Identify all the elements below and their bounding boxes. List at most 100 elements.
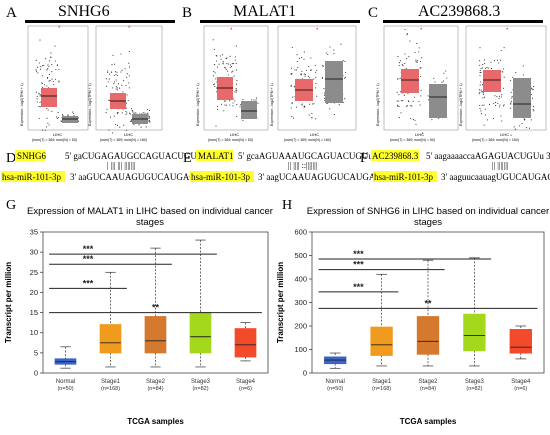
y-tick-label: 15 <box>30 308 38 317</box>
box-normal <box>241 101 257 119</box>
scatter-point <box>221 103 223 105</box>
scatter-point <box>420 89 422 92</box>
scatter-point <box>532 106 534 108</box>
scatter-point <box>489 104 491 106</box>
scatter-point <box>290 84 292 86</box>
tcga-plot-a-left: Expression - log2(TPM + 1) * LIHC (num(T… <box>20 25 89 142</box>
scatter-point <box>50 56 52 59</box>
scatter-point <box>323 94 326 96</box>
scatter-point <box>115 88 117 90</box>
panel-d: D SNHG6 5' gaCUGAGAUGCCAGUACUGUa 3' | ||… <box>1 150 215 182</box>
scatter-point <box>490 68 493 70</box>
scatter-point <box>307 75 309 77</box>
mirna-highlight <box>373 171 437 182</box>
significance-label: ** <box>424 298 432 308</box>
scatter-point <box>229 55 231 57</box>
scatter-point <box>116 124 119 126</box>
scatter-point <box>419 104 421 106</box>
scatter-point <box>239 106 241 108</box>
scatter-point <box>40 66 42 68</box>
scatter-point <box>213 83 215 85</box>
scatter-point <box>107 71 109 73</box>
significance-label: *** <box>353 282 364 292</box>
scatter-point <box>46 69 48 71</box>
panel-g: G Expression of MALAT1 in LIHC based on … <box>4 198 273 426</box>
scatter-point <box>309 103 311 105</box>
scatter-point <box>494 95 496 97</box>
scatter-point <box>224 104 226 106</box>
scatter-point <box>325 52 327 54</box>
scatter-point <box>400 100 402 102</box>
scatter-point <box>484 67 486 69</box>
scatter-point <box>47 77 49 79</box>
significance-label: *** <box>83 254 94 264</box>
scatter-point <box>54 78 57 80</box>
scatter-point <box>216 105 219 108</box>
scatter-point <box>484 114 487 116</box>
significance-label: *** <box>83 278 94 288</box>
scatter-point <box>128 66 131 68</box>
x-tick-label: Stage1 <box>101 379 121 385</box>
scatter-point <box>49 80 51 82</box>
scatter-point <box>481 91 483 93</box>
scatter-point <box>112 132 114 134</box>
scatter-point <box>56 65 58 67</box>
box-stage2 <box>144 316 167 354</box>
scatter-point <box>231 71 233 73</box>
scatter-point <box>216 87 218 89</box>
x-tick-count: (n=84) <box>147 386 163 392</box>
y-tick-label: 300 <box>294 298 307 307</box>
scatter-point <box>39 68 42 70</box>
scatter-point <box>479 108 481 110</box>
scatter-point <box>416 60 418 62</box>
mirna-sequence: 3' aaGUCAAUAGUGUCAUGACAu 5' <box>70 172 215 182</box>
scatter-point <box>479 84 481 86</box>
y-axis-label: Expression - log2(TPM + 1) <box>196 83 200 126</box>
y-tick-label: 0 <box>303 369 307 378</box>
gene-name: MALAT1 <box>198 151 234 161</box>
scatter-point <box>225 58 227 60</box>
significance-star: * <box>128 26 131 32</box>
panel-letter-h: H <box>282 198 292 213</box>
scatter-point <box>416 61 418 63</box>
scatter-point <box>304 75 306 77</box>
panel-a: A SNHG6 Expression - log2(TPM + 1) * LIH… <box>6 3 175 142</box>
scatter-point <box>293 85 295 87</box>
scatter-point <box>73 112 75 115</box>
scatter-point <box>215 60 218 62</box>
scatter-point <box>51 64 53 66</box>
scatter-point <box>48 65 50 67</box>
scatter-point <box>501 71 503 73</box>
scatter-point <box>406 34 408 36</box>
scatter-point <box>148 118 150 120</box>
scatter-point <box>39 106 41 108</box>
scatter-point <box>233 63 235 65</box>
scatter-point <box>524 118 526 120</box>
scatter-point <box>411 105 413 107</box>
scatter-point <box>291 102 293 104</box>
scatter-point <box>397 55 399 58</box>
x-tick-count: (n=50) <box>327 386 343 392</box>
scatter-point <box>481 104 483 106</box>
scatter-point <box>420 67 422 69</box>
scatter-point <box>313 78 315 80</box>
scatter-point <box>483 96 486 98</box>
scatter-point <box>402 64 404 66</box>
scatter-point <box>498 62 500 64</box>
scatter-point <box>522 65 524 67</box>
box-tumor <box>401 69 419 93</box>
y-axis-label: Expression - log2(TPM + 1) <box>376 83 380 126</box>
scatter-point <box>344 71 347 73</box>
scatter-point <box>121 112 123 114</box>
scatter-point <box>483 104 485 106</box>
scatter-point <box>226 57 228 59</box>
scatter-point <box>130 120 132 122</box>
scatter-point <box>316 69 318 71</box>
gtex-plot-b-right: Expression - log2(TPM + 1) * LIHC (num(T… <box>270 25 357 142</box>
scatter-point <box>479 47 481 49</box>
scatter-point <box>216 55 218 57</box>
scatter-point <box>47 68 49 70</box>
scatter-point <box>47 109 49 111</box>
scatter-point <box>235 89 237 91</box>
scatter-point <box>296 54 298 56</box>
